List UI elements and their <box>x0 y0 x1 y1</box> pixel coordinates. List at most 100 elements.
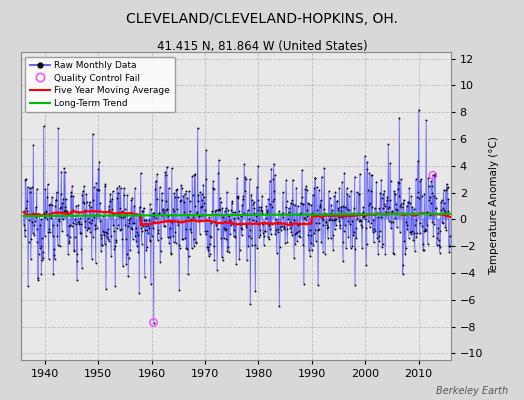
Point <box>267 166 276 172</box>
Point <box>59 216 67 222</box>
Point <box>211 208 220 214</box>
Point <box>330 226 339 232</box>
Point <box>314 226 323 232</box>
Point <box>357 224 366 230</box>
Point <box>220 235 228 242</box>
Point <box>319 248 327 255</box>
Point <box>56 205 64 211</box>
Point <box>37 271 46 277</box>
Point <box>225 213 233 219</box>
Point <box>198 202 206 209</box>
Point <box>189 192 197 198</box>
Point <box>83 198 91 205</box>
Point <box>286 225 294 232</box>
Point <box>111 242 119 249</box>
Point <box>159 206 168 213</box>
Point <box>220 225 228 231</box>
Point <box>118 236 127 242</box>
Point <box>77 230 85 236</box>
Point <box>390 188 398 194</box>
Point <box>341 204 350 210</box>
Point <box>336 225 344 231</box>
Point <box>41 186 50 192</box>
Point <box>367 220 376 226</box>
Point <box>224 244 232 250</box>
Point <box>366 224 374 230</box>
Point <box>445 233 454 239</box>
Point <box>171 239 180 246</box>
Point <box>66 222 74 228</box>
Point <box>309 191 317 198</box>
Point <box>108 188 117 194</box>
Point <box>118 208 126 214</box>
Point <box>444 208 452 214</box>
Point <box>54 218 63 224</box>
Point <box>215 195 224 202</box>
Point <box>101 240 109 247</box>
Point <box>219 256 227 263</box>
Point <box>437 207 445 213</box>
Point <box>245 176 254 182</box>
Point <box>26 189 35 196</box>
Point <box>352 235 361 241</box>
Point <box>243 211 252 217</box>
Point <box>319 222 328 228</box>
Point <box>398 203 406 210</box>
Point <box>134 232 142 239</box>
Point <box>188 173 196 180</box>
Point <box>65 223 73 229</box>
Point <box>343 191 352 197</box>
Point <box>331 216 339 222</box>
Point <box>263 208 271 215</box>
Point <box>343 206 351 212</box>
Point <box>316 202 324 208</box>
Point <box>238 202 246 208</box>
Point <box>435 250 444 256</box>
Point <box>94 166 103 172</box>
Point <box>126 247 135 253</box>
Point <box>256 226 264 233</box>
Point <box>90 184 98 190</box>
Point <box>341 222 349 228</box>
Point <box>365 170 374 176</box>
Point <box>191 202 199 209</box>
Point <box>347 211 356 217</box>
Point <box>427 200 435 207</box>
Point <box>407 229 415 235</box>
Point <box>355 190 363 197</box>
Point <box>329 232 337 238</box>
Point <box>103 234 111 240</box>
Point <box>255 204 264 210</box>
Point <box>67 193 75 200</box>
Point <box>94 187 102 194</box>
Point <box>320 206 328 212</box>
Point <box>143 227 151 234</box>
Point <box>377 195 386 202</box>
Point <box>258 193 266 199</box>
Point <box>409 237 418 244</box>
Point <box>283 211 292 217</box>
Point <box>304 247 313 253</box>
Point <box>146 238 155 244</box>
Point <box>326 216 334 222</box>
Point <box>60 165 68 172</box>
Point <box>71 221 80 227</box>
Point <box>269 160 278 167</box>
Point <box>312 238 320 244</box>
Point <box>439 220 447 226</box>
Point <box>163 206 171 212</box>
Point <box>182 188 190 195</box>
Point <box>181 226 190 232</box>
Point <box>303 206 312 213</box>
Point <box>406 228 414 235</box>
Point <box>187 216 195 222</box>
Point <box>239 193 247 199</box>
Point <box>324 235 332 241</box>
Point <box>280 226 288 232</box>
Point <box>264 196 272 202</box>
Point <box>250 210 259 216</box>
Point <box>157 247 165 254</box>
Point <box>129 211 137 218</box>
Point <box>121 206 129 213</box>
Point <box>380 201 388 207</box>
